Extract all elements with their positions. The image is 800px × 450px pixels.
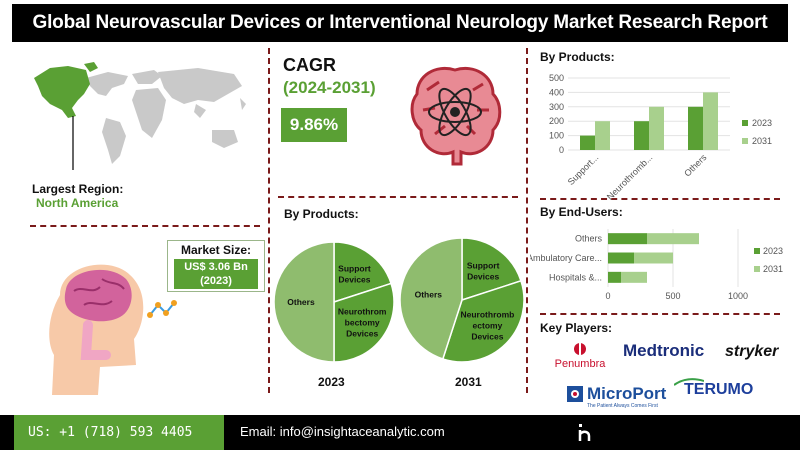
- y-tick-label: 400: [549, 87, 564, 97]
- x-tick-label: Support...: [566, 152, 601, 187]
- y-tick-label: 100: [549, 131, 564, 141]
- penumbra-logo: Penumbra: [549, 341, 611, 375]
- bar-2023: [608, 233, 647, 245]
- divider-right: [526, 48, 528, 393]
- bar-2031: [703, 92, 718, 150]
- by-products-pie-title: By Products:: [284, 207, 359, 221]
- legend-label: 2031: [763, 264, 783, 274]
- y-tick-label: 0: [559, 145, 564, 155]
- y-tick-label: 200: [549, 116, 564, 126]
- cagr-years: (2024-2031): [283, 78, 376, 97]
- bar-2023: [688, 106, 703, 150]
- pie-slice-label: Devices: [338, 274, 370, 284]
- medtronic-logo: Medtronic: [623, 341, 705, 360]
- x-tick-label: Others: [682, 152, 709, 179]
- legend-label: 2023: [752, 118, 772, 128]
- pie-slice-label: Neurothromb: [461, 309, 515, 319]
- pie-slice-label: Neurothrom: [338, 306, 387, 316]
- bar-2023: [634, 121, 649, 150]
- pie-year-2023: 2023: [318, 375, 345, 389]
- world-map: [34, 62, 246, 170]
- legend-swatch: [742, 138, 748, 144]
- pie-slice-label: Support: [338, 263, 371, 273]
- y-tick-label: Ambulatory Care...: [530, 253, 602, 263]
- market-size-value: US$ 3.06 Bn (2023): [174, 259, 258, 289]
- legend-label: 2031: [752, 136, 772, 146]
- pie-year-2031: 2031: [455, 375, 482, 389]
- footer-email[interactable]: Email: info@insightaceanalytic.com: [240, 424, 445, 439]
- pie-slice-label: ectomy: [473, 320, 503, 330]
- y-tick-label: Hospitals &...: [549, 272, 602, 282]
- bar-2031: [595, 121, 610, 150]
- insightace-logo-icon: [578, 424, 591, 441]
- pie-slice: [273, 241, 335, 363]
- bar-2023: [608, 252, 634, 264]
- legend-swatch: [742, 120, 748, 126]
- microport-text: MicroPort: [587, 384, 667, 403]
- legend-swatch: [754, 248, 760, 254]
- pie-chart-2031: SupportDevicesNeurothrombectomyDevicesOt…: [399, 237, 525, 363]
- pie-chart-2023: SupportDevicesNeurothrombectomyDevicesOt…: [273, 241, 395, 363]
- largest-region-value: North America: [36, 196, 119, 210]
- bar-2031: [634, 252, 673, 264]
- terumo-logo: TERUMO: [674, 378, 774, 400]
- largest-region-label: Largest Region:: [32, 182, 124, 196]
- end-users-bar-chart: 0 500 1000 Hospitals &... Ambulatory Care...…: [530, 229, 783, 301]
- stryker-logo: stryker: [725, 343, 779, 360]
- market-size-box: Market Size: US$ 3.06 Bn (2023): [167, 240, 265, 292]
- pie-slice: [333, 241, 393, 304]
- microport-logo: MicroPort The Patient Always Comes First: [566, 384, 672, 410]
- head-illustration: [49, 264, 177, 395]
- footer-phone[interactable]: US: +1 (718) 593 4405: [14, 415, 224, 450]
- divider-right-h2: [540, 313, 780, 315]
- brain-atom-icon: [410, 67, 502, 166]
- market-size-label: Market Size:: [180, 243, 252, 257]
- legend-label: 2023: [763, 246, 783, 256]
- divider-mid-h: [278, 196, 518, 198]
- pie-slice: [461, 237, 522, 302]
- market-size-year: (2023): [200, 275, 232, 287]
- x-tick-label: 500: [665, 291, 680, 301]
- penumbra-mark-icon: [574, 343, 586, 355]
- key-players-title: Key Players:: [540, 321, 613, 335]
- legend-swatch: [754, 266, 760, 272]
- y-tick-label: 300: [549, 102, 564, 112]
- pie-slice: [399, 237, 463, 360]
- y-tick-label: Others: [575, 234, 603, 244]
- pie-slice: [333, 282, 395, 363]
- y-tick-label: 500: [549, 73, 564, 83]
- by-end-users-title: By End-Users:: [540, 205, 623, 219]
- cagr-value: 9.86%: [281, 108, 347, 142]
- bar-2031: [621, 271, 647, 283]
- pie-slice-label: bectomy: [345, 317, 380, 327]
- pie-slice-label: Support: [467, 260, 500, 270]
- microport-mark-icon: [567, 386, 583, 402]
- terumo-swoosh-icon: [674, 378, 704, 386]
- x-tick-label: 0: [605, 291, 610, 301]
- pie-slice-label: Devices: [346, 328, 378, 338]
- pie-slice-label: Devices: [471, 331, 503, 341]
- penumbra-text: Penumbra: [554, 358, 606, 370]
- pie-slice-label: Devices: [467, 271, 499, 281]
- pie-slice: [441, 279, 525, 363]
- products-bar-chart: 0 100 200 300 400 500 Support... Neurothromb...…: [549, 73, 772, 200]
- pie-slice-label: Others: [415, 290, 443, 300]
- market-size-amount: US$ 3.06 Bn: [184, 261, 248, 273]
- bar-2031: [647, 233, 699, 245]
- by-products-bar-title: By Products:: [540, 50, 615, 64]
- x-tick-label: Neurothromb...: [605, 152, 655, 200]
- report-title: Global Neurovascular Devices or Interven…: [12, 4, 788, 42]
- x-tick-label: 1000: [728, 291, 748, 301]
- microport-tagline: The Patient Always Comes First: [587, 403, 658, 409]
- divider-right-h1: [540, 198, 780, 200]
- divider-left: [268, 48, 270, 393]
- bar-2031: [649, 106, 664, 150]
- cagr-label: CAGR: [283, 55, 336, 75]
- pie-slice-label: Others: [287, 297, 315, 307]
- terumo-text: TERUMO: [684, 381, 754, 398]
- divider-left-h: [30, 225, 260, 227]
- bar-2023: [580, 135, 595, 150]
- bar-2023: [608, 271, 621, 283]
